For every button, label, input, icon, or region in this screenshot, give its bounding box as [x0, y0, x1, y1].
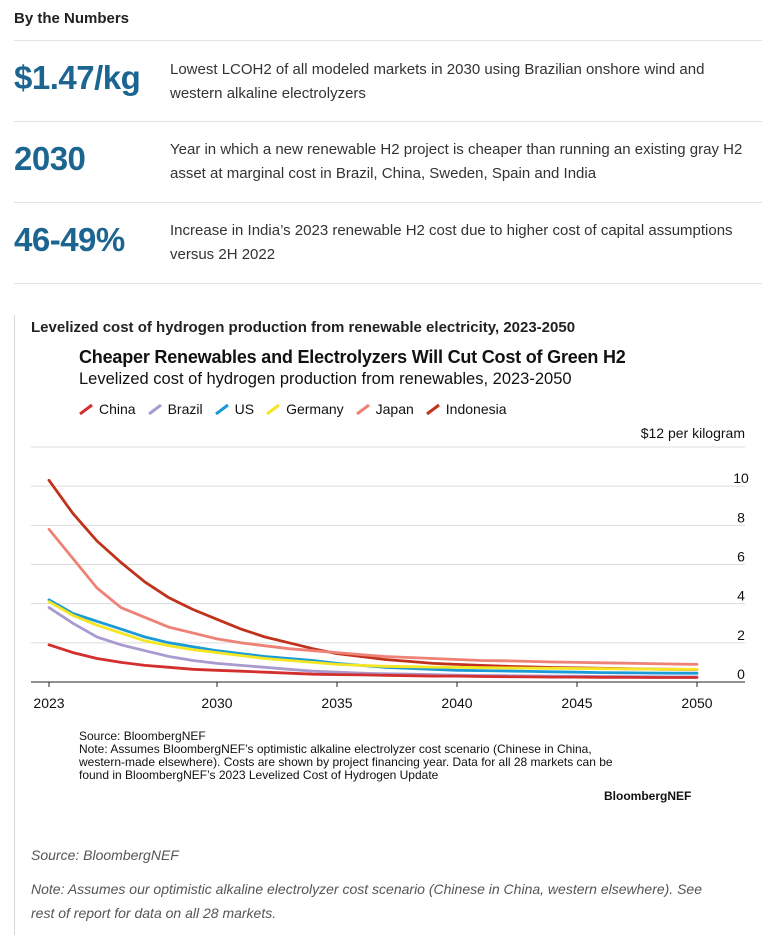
caption-source: Source: BloombergNEF	[31, 847, 179, 863]
y-tick-label: 6	[737, 549, 745, 565]
series-line-china	[47, 643, 699, 679]
legend-swatch	[266, 403, 280, 415]
stat-text: Increase in India’s 2023 renewable H2 co…	[170, 222, 733, 263]
chart-heading: Levelized cost of hydrogen production fr…	[31, 319, 576, 336]
y-tick-label: 10	[733, 470, 749, 486]
stat-value: 46-49%	[14, 221, 125, 258]
x-tick-label: 2040	[441, 695, 472, 711]
y-tick-label: 8	[737, 509, 745, 525]
chart-legend: China Brazil US Germany Japan Indonesia	[79, 401, 519, 417]
chart-card	[14, 315, 763, 935]
legend-swatch	[425, 403, 440, 415]
legend-item-us: US	[214, 401, 255, 417]
legend-label: Brazil	[167, 401, 203, 417]
legend-swatch	[355, 403, 370, 415]
legend-label: Germany	[286, 401, 344, 417]
stat-value: $1.47/kg	[14, 59, 141, 96]
legend-label: Japan	[375, 401, 414, 417]
y-tick-label: 4	[737, 588, 745, 604]
series-line-japan	[47, 527, 699, 666]
x-tick-label: 2023	[33, 695, 64, 711]
x-tick-label: 2030	[201, 695, 232, 711]
legend-swatch	[214, 403, 229, 415]
stat-row-lcoh: $1.47/kg Lowest LCOH2 of all modeled mar…	[14, 40, 762, 122]
legend-swatch	[79, 403, 93, 415]
x-tick-label: 2050	[681, 695, 712, 711]
section-title: By the Numbers	[14, 10, 130, 27]
divider	[14, 283, 762, 284]
legend-label: US	[234, 401, 255, 417]
y-tick-label: 2	[737, 627, 745, 643]
legend-item-brazil: Brazil	[147, 401, 203, 417]
chart-title: Cheaper Renewables and Electrolyzers Wil…	[79, 347, 626, 367]
legend-item-japan: Japan	[355, 401, 414, 417]
x-tick-label: 2045	[561, 695, 592, 711]
series-line-germany	[47, 600, 699, 671]
line-chart: $12 per kilogram 0 2 4 6 8 10 2023 2030 2035 2040 2…	[31, 425, 749, 711]
stat-text: Year in which a new renewable H2 project…	[170, 141, 743, 182]
caption-note: Note: Assumes our optimistic alkaline el…	[31, 881, 702, 921]
stat-value: 2030	[14, 140, 86, 177]
legend-item-indonesia: Indonesia	[425, 401, 507, 417]
stat-row-year: 2030 Year in which a new renewable H2 pr…	[14, 121, 762, 203]
chart-subtitle: Levelized cost of hydrogen production fr…	[79, 370, 572, 388]
legend-item-germany: Germany	[266, 401, 344, 417]
chart-note: Note: Assumes BloombergNEF’s optimistic …	[79, 742, 613, 782]
y-tick-label: 0	[737, 666, 745, 682]
legend-label: China	[99, 401, 136, 417]
x-tick-label: 2035	[321, 695, 352, 711]
legend-item-china: China	[79, 401, 136, 417]
legend-label: Indonesia	[445, 401, 507, 417]
y-axis-label: $12 per kilogram	[641, 425, 745, 441]
legend-swatch	[147, 403, 162, 415]
chart-footnote: Source: BloombergNEF Note: Assumes Bloom…	[79, 730, 619, 782]
stat-text: Lowest LCOH2 of all modeled markets in 2…	[170, 61, 705, 102]
bnef-logo: BloombergNEF	[604, 789, 692, 803]
chart-source: Source: BloombergNEF	[79, 729, 206, 743]
stat-row-india: 46-49% Increase in India’s 2023 renewabl…	[14, 202, 762, 284]
